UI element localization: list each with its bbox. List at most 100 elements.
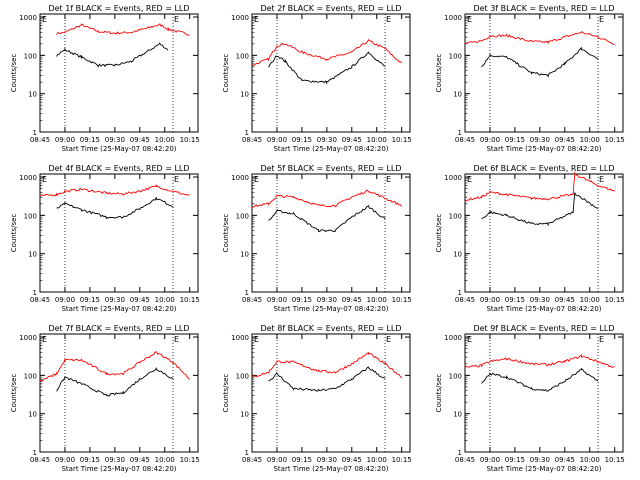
x-tick-label: 10:15: [392, 296, 412, 304]
x-tick-label: 08:45: [30, 296, 50, 304]
y-tick-label: 100: [236, 372, 249, 380]
marker-label: E: [254, 175, 259, 184]
y-tick-label: 100: [449, 212, 462, 220]
y-axis-label: Counts/sec: [222, 54, 230, 93]
lld-series-line: [464, 171, 615, 202]
marker-label: E: [42, 15, 47, 24]
plot-frame: [39, 333, 199, 453]
x-axis-label: Start Time (25-May-07 08:42:20): [486, 465, 601, 473]
y-axis-label: Counts/sec: [10, 214, 18, 253]
x-axis-label: Start Time (25-May-07 08:42:20): [273, 465, 388, 473]
y-tick-label: 1000: [19, 14, 37, 22]
x-tick-label: 10:15: [180, 136, 200, 144]
x-tick-label: 10:00: [367, 296, 387, 304]
x-tick-label: 09:00: [480, 456, 500, 464]
x-tick-label: 09:00: [267, 136, 287, 144]
panel-title: Det 4f BLACK = Events, RED = LLD: [48, 164, 189, 173]
y-tick-label: 1000: [19, 174, 37, 182]
events-series-line: [56, 41, 169, 68]
y-tick-label: 10: [453, 251, 462, 259]
panel-6: Det 6f BLACK = Events, RED = LLD 1 10 100 10…: [435, 164, 625, 313]
lld-series-line: [252, 351, 403, 379]
marker-label: E: [174, 175, 179, 184]
y-tick-label: 10: [28, 411, 37, 419]
x-tick-label: 09:30: [105, 296, 125, 304]
plot-frame: [464, 13, 624, 133]
x-tick-label: 09:30: [530, 296, 550, 304]
x-tick-label: 09:45: [555, 296, 575, 304]
x-tick-label: 09:15: [292, 136, 312, 144]
plot-frame: [464, 333, 624, 453]
x-tick-label: 09:30: [317, 456, 337, 464]
x-tick-label: 10:00: [580, 136, 600, 144]
x-axis-label: Start Time (25-May-07 08:42:20): [61, 145, 176, 153]
y-tick-label: 1000: [231, 334, 249, 342]
x-tick-label: 09:00: [480, 136, 500, 144]
y-tick-label: 1000: [444, 174, 462, 182]
x-tick-label: 10:00: [155, 296, 175, 304]
marker-label: E: [599, 175, 604, 184]
y-axis-label: Counts/sec: [10, 54, 18, 93]
y-tick-label: 100: [236, 212, 249, 220]
plot-frame: [251, 333, 411, 453]
y-tick-label: 100: [449, 52, 462, 60]
x-tick-label: 09:30: [317, 136, 337, 144]
y-tick-label: 1: [245, 289, 249, 297]
lld-series-line: [56, 23, 190, 36]
y-tick-label: 1: [245, 449, 249, 457]
x-tick-label: 10:00: [367, 456, 387, 464]
x-tick-label: 10:15: [392, 456, 412, 464]
panel-9: Det 9f BLACK = Events, RED = LLD 1 10 100 10…: [435, 324, 625, 473]
y-tick-label: 1000: [444, 334, 462, 342]
panel-title: Det 9f BLACK = Events, RED = LLD: [473, 324, 614, 333]
y-tick-label: 10: [28, 251, 37, 259]
x-tick-label: 09:45: [342, 456, 362, 464]
x-tick-label: 09:15: [292, 456, 312, 464]
events-series-line: [481, 367, 599, 392]
lld-series-line: [464, 354, 615, 368]
marker-label: E: [386, 175, 391, 184]
y-axis-label: Counts/sec: [435, 374, 443, 413]
plot-frame: [39, 13, 199, 133]
x-tick-label: 10:15: [605, 296, 625, 304]
plot-frame: [39, 173, 199, 293]
panel-title: Det 6f BLACK = Events, RED = LLD: [473, 164, 614, 173]
y-tick-label: 100: [449, 372, 462, 380]
y-axis-label: Counts/sec: [222, 214, 230, 253]
panel-title: Det 7f BLACK = Events, RED = LLD: [48, 324, 189, 333]
events-series-line: [56, 366, 174, 397]
x-tick-label: 09:15: [80, 456, 100, 464]
panel-title: Det 3f BLACK = Events, RED = LLD: [473, 4, 614, 13]
marker-label: E: [599, 15, 604, 24]
lld-series-line: [251, 38, 403, 66]
x-tick-label: 09:45: [130, 136, 150, 144]
panel-3: Det 3f BLACK = Events, RED = LLD 1 10 100 10…: [435, 4, 625, 153]
panel-7: Det 7f BLACK = Events, RED = LLD 1 10 100 10…: [10, 324, 200, 473]
x-tick-label: 09:30: [530, 456, 550, 464]
panel-title: Det 2f BLACK = Events, RED = LLD: [260, 4, 401, 13]
marker-label: E: [467, 175, 472, 184]
panel-4: Det 4f BLACK = Events, RED = LLD 1 10 100 10…: [10, 164, 200, 313]
x-tick-label: 09:00: [55, 296, 75, 304]
plot-frame: [464, 173, 624, 293]
y-tick-label: 1: [33, 129, 37, 137]
y-tick-label: 1: [33, 449, 37, 457]
y-axis-label: Counts/sec: [222, 374, 230, 413]
events-series-line: [56, 197, 174, 220]
x-tick-label: 09:00: [480, 296, 500, 304]
events-series-line: [481, 192, 599, 227]
x-tick-label: 08:45: [30, 136, 50, 144]
x-tick-label: 10:00: [155, 456, 175, 464]
x-tick-label: 09:30: [105, 136, 125, 144]
x-tick-label: 08:45: [30, 456, 50, 464]
x-tick-label: 09:45: [555, 456, 575, 464]
x-tick-label: 09:45: [130, 296, 150, 304]
x-tick-label: 10:00: [155, 136, 175, 144]
x-tick-label: 09:45: [130, 456, 150, 464]
x-axis-label: Start Time (25-May-07 08:42:20): [61, 305, 176, 313]
lld-series-line: [464, 31, 615, 46]
x-tick-label: 09:15: [505, 456, 525, 464]
panel-title: Det 1f BLACK = Events, RED = LLD: [48, 4, 189, 13]
y-tick-label: 100: [24, 212, 37, 220]
